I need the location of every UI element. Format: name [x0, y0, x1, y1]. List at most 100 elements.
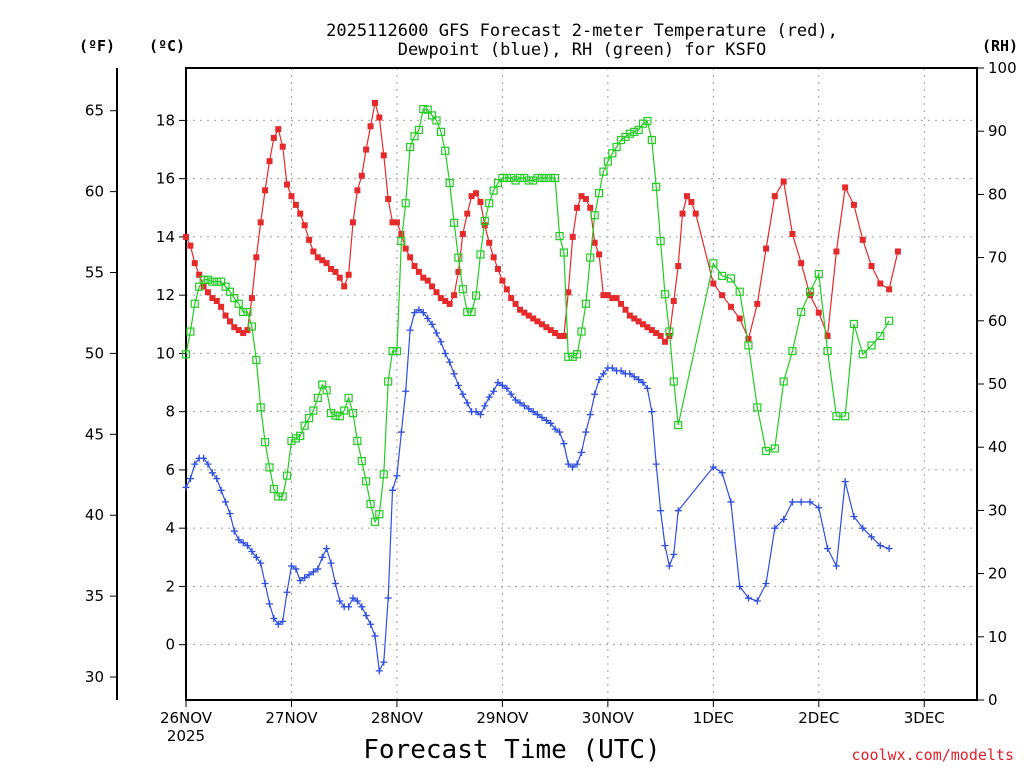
data-point	[718, 469, 726, 477]
data-point	[612, 142, 621, 152]
data-point	[243, 307, 252, 317]
data-point	[231, 324, 238, 331]
data-point	[670, 550, 678, 558]
data-point	[638, 119, 648, 128]
data-point	[494, 265, 501, 272]
data-point	[643, 116, 652, 126]
data-point	[375, 667, 383, 675]
data-point	[631, 315, 638, 322]
data-point	[463, 399, 471, 407]
data-point	[652, 460, 660, 468]
data-point	[543, 324, 550, 331]
celsius-axis: 0 2 4 6 8 10 12 14 16 18	[156, 111, 186, 654]
data-point	[362, 612, 370, 620]
time-tick-label: 27NOV	[265, 709, 318, 727]
data-point	[274, 492, 283, 501]
data-point	[552, 330, 559, 337]
data-point	[657, 332, 664, 339]
data-point	[886, 286, 893, 293]
data-point	[581, 299, 591, 308]
data-point	[451, 292, 458, 299]
data-point	[472, 408, 480, 416]
data-point	[300, 421, 309, 430]
data-point	[278, 492, 287, 501]
data-point	[502, 173, 511, 183]
data-point	[464, 210, 471, 217]
data-point	[551, 173, 560, 183]
celsius-tick-label: 8	[165, 403, 175, 421]
data-point	[266, 600, 274, 608]
data-point	[493, 178, 503, 188]
data-point	[669, 377, 678, 386]
data-point	[406, 326, 414, 334]
data-point	[222, 312, 229, 319]
data-point	[717, 271, 727, 281]
fahrenheit-tick-label: 35	[85, 587, 104, 605]
data-point	[266, 158, 273, 165]
celsius-tick-label: 16	[156, 170, 175, 188]
data-point	[635, 318, 642, 325]
data-point	[595, 189, 604, 198]
data-point	[574, 204, 581, 211]
data-point	[376, 114, 383, 121]
data-point	[445, 178, 454, 188]
data-point	[841, 478, 849, 486]
data-point	[468, 193, 475, 200]
data-point	[235, 327, 242, 334]
data-point	[885, 316, 894, 325]
data-point	[411, 309, 419, 317]
data-point	[427, 111, 437, 120]
data-point	[565, 289, 572, 296]
data-point	[366, 499, 375, 509]
data-point	[358, 172, 365, 179]
data-point	[476, 411, 484, 419]
data-point	[375, 510, 384, 519]
series-line	[185, 102, 899, 343]
time-tick-label: 2DEC	[798, 709, 839, 727]
data-point	[735, 287, 744, 296]
data-point	[617, 367, 625, 375]
data-point	[296, 431, 305, 440]
data-point	[455, 268, 462, 275]
data-point	[328, 265, 335, 272]
data-point	[283, 588, 291, 596]
data-point	[512, 396, 520, 404]
data-point	[529, 176, 538, 185]
data-point	[556, 332, 563, 339]
data-point	[569, 463, 577, 471]
data-point	[586, 411, 594, 419]
data-point	[353, 436, 362, 445]
data-point	[428, 320, 436, 328]
data-point	[824, 545, 832, 553]
data-point	[639, 321, 646, 328]
data-point	[230, 293, 239, 303]
data-point	[393, 219, 400, 226]
data-point	[490, 254, 497, 261]
data-point	[199, 275, 208, 284]
data-point	[618, 300, 625, 307]
data-point	[679, 210, 686, 217]
data-point	[432, 116, 441, 125]
data-point	[481, 402, 489, 410]
data-point	[736, 582, 744, 590]
data-point	[275, 126, 282, 133]
data-point	[832, 412, 841, 421]
data-point	[485, 393, 493, 401]
celsius-unit-label: (ºC)	[149, 37, 185, 55]
data-point	[291, 434, 300, 443]
celsius-tick-label: 4	[165, 519, 175, 537]
data-point	[419, 104, 428, 114]
data-point	[204, 289, 211, 296]
data-point	[788, 347, 797, 356]
data-point	[282, 471, 292, 480]
data-point	[805, 287, 815, 296]
data-point	[762, 580, 770, 588]
data-point	[744, 341, 753, 350]
data-point	[709, 463, 717, 471]
data-point	[745, 335, 752, 342]
data-point	[344, 393, 353, 403]
fahrenheit-tick-label: 30	[85, 668, 104, 686]
data-point	[572, 350, 582, 359]
data-point	[450, 370, 458, 378]
data-point	[327, 559, 335, 567]
